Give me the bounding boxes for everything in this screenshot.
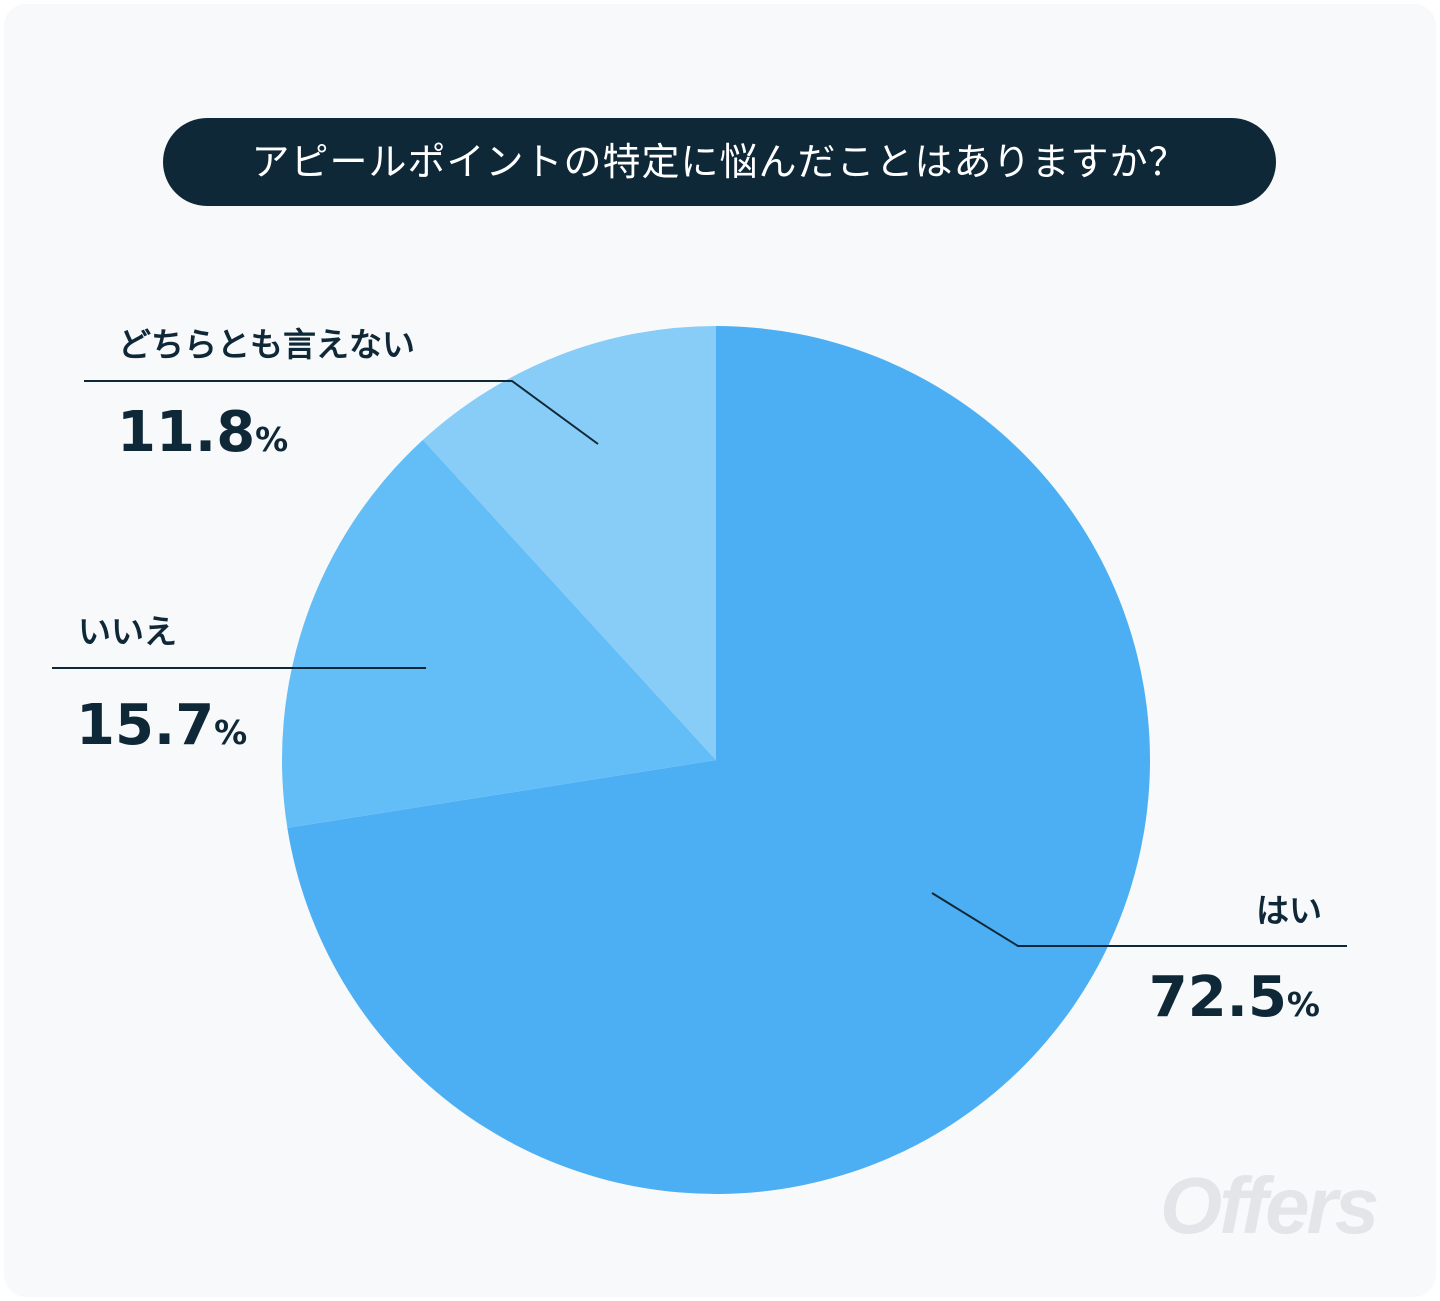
chart-title: アピールポイントの特定に悩んだことはありますか？ <box>163 118 1276 206</box>
slice-label-iie: いいえ <box>78 612 177 651</box>
slice-value-iie: 15.7% <box>76 693 247 758</box>
leader-line-hai <box>931 892 1347 947</box>
slice-label-dochiramo: どちらとも言えない <box>118 325 415 364</box>
pie-slice-iie <box>281 439 716 828</box>
slice-value-hai: 72.5% <box>1149 965 1320 1030</box>
leader-line-dochiramo <box>84 380 599 445</box>
pie-slice-hai <box>287 326 1150 1194</box>
slice-label-hai: はい <box>1256 891 1322 930</box>
slice-value-dochiramo: 11.8% <box>117 400 288 465</box>
offers-logo: Offers <box>1160 1161 1379 1250</box>
pie-slices <box>281 326 1150 1194</box>
pie-slice-dochiramo <box>422 326 716 760</box>
